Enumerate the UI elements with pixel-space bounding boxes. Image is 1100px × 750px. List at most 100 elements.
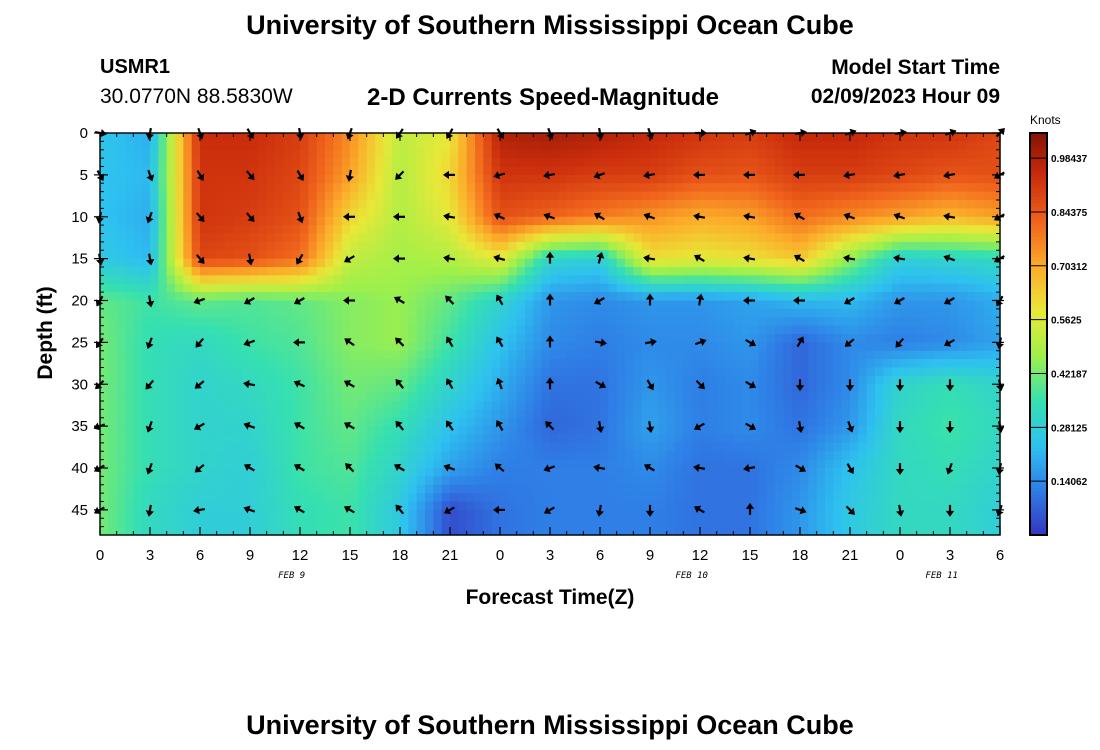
heatmap-cell [308,133,318,142]
heatmap-cell [691,484,701,494]
heatmap-cell [741,359,751,369]
heatmap-cell [733,300,743,310]
heatmap-cell [600,241,609,251]
heatmap-cell [675,442,684,452]
heatmap-cell [125,191,134,201]
heatmap-cell [508,451,518,461]
heatmap-cell [141,283,151,293]
heatmap-cell [716,468,726,477]
heatmap-cell [725,283,734,293]
heatmap-cell [866,451,876,461]
heatmap-cell [275,166,284,176]
heatmap-cell [733,501,743,511]
heatmap-cell [216,133,226,142]
heatmap-cell [991,133,1001,142]
heatmap-cell [700,501,709,511]
heatmap-cell [791,409,801,419]
heatmap-cell [766,174,776,184]
heatmap-cell [166,334,176,343]
heatmap-cell [241,509,251,519]
heatmap-cell [833,417,843,427]
heatmap-cell [733,359,743,369]
heatmap-cell [958,216,968,226]
heatmap-cell [375,484,384,494]
heatmap-cell [916,191,926,201]
heatmap-cell [283,258,293,268]
heatmap-cell [791,283,801,293]
heatmap-cell [725,233,734,243]
heatmap-cell [583,158,593,168]
heatmap-cell [958,342,968,352]
heatmap-cell [358,241,368,251]
heatmap-cell [966,258,976,268]
heatmap-cell [916,325,926,335]
heatmap-cell [291,141,301,151]
heatmap-cell [700,158,709,168]
heatmap-cell [691,292,701,302]
heatmap-cell [150,501,159,511]
heatmap-cell [825,141,834,151]
heatmap-cell [116,367,126,377]
heatmap-cell [916,149,926,159]
heatmap-cell [516,267,526,276]
heatmap-cell [800,367,809,377]
heatmap-cell [508,317,518,327]
heatmap-cell [283,350,293,360]
heatmap-cell [758,417,768,427]
heatmap-cell [300,325,309,335]
heatmap-cell [208,451,218,461]
heatmap-cell [308,200,318,209]
heatmap-cell [100,174,109,184]
heatmap-cell [466,493,476,503]
heatmap-cell [133,317,143,327]
heatmap-cell [333,468,343,477]
heatmap-cell [733,141,743,151]
heatmap-cell [908,459,918,469]
heatmap-cell [766,183,776,193]
heatmap-cell [283,367,293,377]
heatmap-cell [891,409,901,419]
heatmap-cell [725,166,734,176]
heatmap-cell [975,258,984,268]
heatmap-cell [350,468,359,477]
heatmap-cell [766,417,776,427]
heatmap-cell [366,459,376,469]
heatmap-cell [758,325,768,335]
heatmap-cell [533,468,543,477]
heatmap-cell [500,476,509,486]
heatmap-cell [566,250,576,260]
heatmap-cell [300,216,309,226]
heatmap-cell [958,442,968,452]
heatmap-cell [825,384,834,394]
heatmap-cell [991,442,1001,452]
heatmap-cell [800,241,809,251]
heatmap-cell [325,334,334,343]
heatmap-cell [700,342,709,352]
heatmap-cell [350,493,359,503]
heatmap-cell [716,501,726,511]
heatmap-cell [758,367,768,377]
heatmap-cell [291,233,301,243]
heatmap-cell [800,275,809,285]
heatmap-cell [100,275,109,285]
heatmap-cell [375,384,384,394]
heatmap-cell [100,392,109,402]
heatmap-cell [950,174,959,184]
heatmap-cell [775,442,784,452]
heatmap-cell [483,191,493,201]
heatmap-cell [300,476,309,486]
heatmap-cell [266,241,276,251]
heatmap-cell [458,225,468,235]
heatmap-cell [141,459,151,469]
heatmap-cell [550,342,559,352]
heatmap-cell [375,409,384,419]
heatmap-cell [350,375,359,385]
heatmap-cell [550,325,559,335]
heatmap-cell [925,200,934,209]
heatmap-cell [341,141,351,151]
heatmap-cell [666,442,676,452]
heatmap-cell [933,417,943,427]
heatmap-cell [666,367,676,377]
heatmap-cell [933,241,943,251]
heatmap-cell [200,300,209,310]
